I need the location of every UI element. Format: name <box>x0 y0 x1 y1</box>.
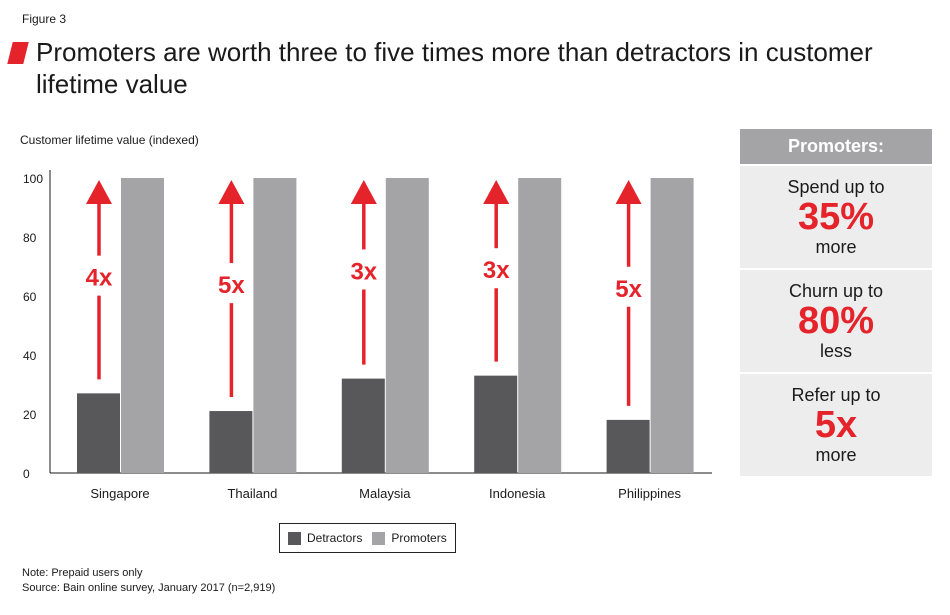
multiplier-label: 3x <box>350 258 377 285</box>
panel-item-top-text: Spend up to <box>787 177 885 197</box>
y-tick-label: 20 <box>23 408 37 422</box>
x-tick-label: Thailand <box>227 486 277 501</box>
bar-chart-svg: Customer lifetime value (indexed) 0 20 40 60… <box>20 133 712 501</box>
y-tick-label: 0 <box>23 467 30 481</box>
panel-header: Promoters: <box>740 129 932 164</box>
x-tick-label: Singapore <box>90 486 149 501</box>
bar-detractors-thailand <box>209 411 253 473</box>
arrow-head <box>350 180 377 204</box>
panel-item-top-text: Refer up to <box>791 385 881 405</box>
y-axis-label: Customer lifetime value (indexed) <box>20 133 199 147</box>
bar-detractors-indonesia <box>474 375 518 473</box>
y-tick-label: 80 <box>23 231 37 245</box>
panel-item-refer: Refer up to 5x more <box>740 374 932 476</box>
bar-promoters-thailand <box>253 178 297 473</box>
panel-item-bottom-text: more <box>815 237 857 257</box>
y-tick-label: 40 <box>23 349 37 363</box>
arrow-head <box>483 180 510 204</box>
y-tick-label: 100 <box>23 172 43 186</box>
figure-label: Figure 3 <box>22 12 67 26</box>
y-tick-label: 60 <box>23 290 37 304</box>
arrow-head <box>615 180 642 204</box>
legend-item-detractors: Detractors <box>288 531 362 545</box>
panel-item-big-value: 5x <box>814 404 858 446</box>
bar-detractors-philippines <box>606 419 650 473</box>
bar-promoters-indonesia <box>518 178 562 473</box>
footnote-source: Source: Bain online survey, January 2017… <box>22 582 276 594</box>
panel-item-bottom-text: less <box>819 341 852 361</box>
promoters-panel: Promoters: Spend up to 35% more Churn up… <box>740 129 932 476</box>
footnote-note: Note: Prepaid users only <box>22 567 143 579</box>
bar-promoters-singapore <box>121 178 164 473</box>
panel-item-top-text: Churn up to <box>788 281 884 301</box>
x-tick-label: Philippines <box>618 486 681 501</box>
x-tick-label: Indonesia <box>489 486 546 501</box>
bar-detractors-malaysia <box>341 378 385 473</box>
title-accent-mark <box>7 42 29 64</box>
panel-item-big-value: 80% <box>797 300 875 342</box>
legend-label-promoters: Promoters <box>391 531 447 545</box>
panel-item-spend: Spend up to 35% more <box>740 166 932 268</box>
legend-label-detractors: Detractors <box>307 531 363 545</box>
multiplier-label: 5x <box>218 272 245 299</box>
legend-item-promoters: Promoters <box>372 531 447 545</box>
bar-chart: Customer lifetime value (indexed) 0 20 40 60… <box>0 125 720 555</box>
legend-swatch-detractors <box>288 531 301 545</box>
chart-legend: Detractors Promoters <box>279 523 456 553</box>
arrow-head <box>218 180 245 204</box>
legend-swatch-promoters <box>372 531 386 545</box>
panel-item-big-value: 35% <box>797 196 875 238</box>
panel-item-churn: Churn up to 80% less <box>740 270 932 372</box>
chart-title: Promoters are worth three to five times … <box>36 37 873 99</box>
multiplier-label: 4x <box>86 265 113 292</box>
panel-item-bottom-text: more <box>815 445 857 465</box>
arrow-head <box>86 180 112 204</box>
multiplier-label: 5x <box>615 276 642 303</box>
bar-promoters-malaysia <box>385 178 429 473</box>
x-tick-label: Malaysia <box>359 486 411 501</box>
bar-detractors-singapore <box>77 393 120 473</box>
multiplier-label: 3x <box>483 257 510 284</box>
bar-promoters-philippines <box>650 178 694 473</box>
